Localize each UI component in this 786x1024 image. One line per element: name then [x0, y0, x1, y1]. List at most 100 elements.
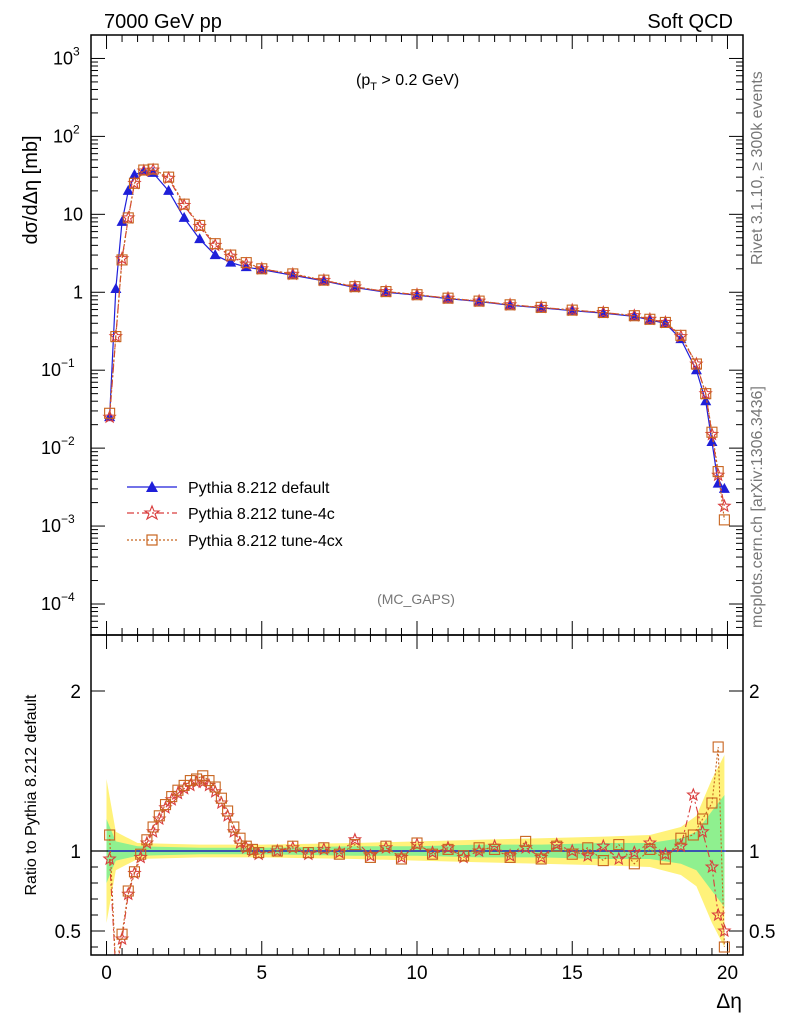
main-y-tick-label: 103	[53, 44, 80, 68]
ratio-point-star	[316, 841, 332, 856]
ratio-y-tick-label-right: 2	[749, 682, 760, 703]
ratio-point-star	[502, 848, 518, 862]
data-point-square	[209, 238, 221, 250]
pt-cut-label: (pT > 0.2 GeV)	[356, 72, 459, 93]
ratio-point-star	[686, 787, 701, 802]
ratio-point-star	[704, 859, 720, 874]
data-point-square	[690, 358, 702, 370]
ratio-point-square	[203, 775, 215, 787]
ratio-point-square	[271, 845, 283, 857]
energy-label: 7000 GeV pp	[104, 11, 222, 33]
data-point-star	[698, 386, 713, 400]
main-y-tick-label: 10−3	[41, 512, 75, 536]
data-point-square	[122, 212, 134, 224]
ratio-point-star	[226, 824, 241, 838]
ratio-point-square	[240, 840, 252, 852]
ratio-point-square	[246, 843, 258, 855]
data-point-square	[700, 388, 712, 400]
main-y-tick-label: 102	[53, 122, 80, 146]
data-point-square	[718, 514, 730, 526]
ratio-series-group	[102, 741, 732, 974]
ratio-point-star	[471, 843, 487, 858]
x-axis-label: Δη	[716, 990, 742, 1013]
data-point-square	[240, 257, 252, 269]
ratio-point-square	[426, 848, 439, 860]
ratio-point-square	[184, 775, 196, 787]
ratio-point-square	[104, 829, 116, 841]
ratio-point-square	[349, 839, 361, 851]
mcplots-note: mcplots.cern.ch [arXiv:1306.3436]	[749, 386, 766, 628]
data-point-triangle	[122, 184, 134, 195]
ratio-point-square	[411, 837, 423, 849]
data-point-triangle	[178, 211, 190, 222]
ratio-point-star	[195, 774, 210, 789]
data-point-square	[104, 407, 116, 419]
ratio-point-star	[717, 923, 732, 938]
ratio-y-tick-label-right: 0.5	[749, 922, 775, 943]
ratio-point-star	[711, 907, 726, 922]
ratio-point-star	[347, 832, 363, 846]
ratio-point-star	[627, 845, 642, 859]
ratio-point-star	[201, 777, 217, 792]
ratio-plot: 0.5 0.51 12 20 5 10 15 20	[55, 635, 775, 984]
ratio-frame	[90, 634, 744, 956]
ratio-point-star	[152, 811, 167, 826]
data-point-square	[256, 263, 268, 275]
legend: Pythia 8.212 default Pythia 8.212 tune-4…	[127, 480, 343, 550]
data-point-triangle	[110, 283, 122, 294]
data-point-star	[673, 329, 689, 343]
data-point-square	[644, 313, 656, 325]
data-point-square	[535, 301, 547, 313]
ratio-point-square	[135, 848, 147, 860]
x-tick-label: 20	[717, 963, 738, 984]
ratio-y-tick-label: 2	[70, 682, 81, 703]
data-point-square	[597, 306, 609, 319]
x-tick-label: 15	[562, 963, 583, 984]
ratio-point-square	[122, 885, 134, 897]
data-point-square	[380, 286, 392, 298]
ratio-point-square	[147, 821, 159, 833]
ratio-point-square	[209, 781, 221, 793]
ratio-point-square	[128, 866, 141, 878]
ratio-point-star	[251, 846, 266, 861]
ratio-point-star	[549, 837, 564, 851]
data-point-star	[711, 467, 726, 482]
legend-marker-star	[143, 504, 161, 521]
data-point-square	[147, 163, 159, 175]
data-point-square	[566, 304, 578, 316]
process-label: Soft QCD	[647, 11, 733, 33]
ratio-point-star	[245, 843, 260, 858]
ratio-point-square	[613, 839, 625, 851]
ratio-point-square	[111, 964, 121, 974]
ratio-point-star	[596, 838, 611, 853]
x-tick-label: 0	[101, 963, 112, 984]
data-point-triangle	[163, 184, 175, 195]
ratio-point-star	[394, 849, 409, 864]
ratio-point-square	[380, 840, 392, 852]
ratio-point-star	[133, 849, 148, 864]
data-point-square	[473, 295, 485, 307]
ratio-point-star	[332, 845, 347, 859]
data-point-star	[596, 304, 611, 319]
data-point-star	[627, 308, 642, 322]
data-point-star	[208, 237, 223, 252]
legend-label-tune4cx: Pythia 8.212 tune-4cx	[188, 533, 343, 550]
ratio-point-square	[116, 928, 128, 940]
data-point-square	[318, 274, 330, 286]
ratio-point-star	[158, 800, 173, 814]
ratio-point-square	[520, 835, 532, 847]
data-point-star	[471, 293, 487, 308]
legend-entry-default: Pythia 8.212 default	[127, 480, 330, 497]
ratio-point-square	[489, 843, 501, 855]
ratio-point-square	[504, 851, 516, 863]
data-point-square	[116, 254, 128, 266]
ratio-point-square	[473, 842, 485, 854]
data-point-star	[378, 284, 394, 298]
legend-label-tune4c: Pythia 8.212 tune-4c	[188, 506, 335, 523]
ratio-y-axis-label: Ratio to Pythia 8.212 default	[23, 694, 40, 896]
ratio-point-star	[440, 840, 456, 854]
data-point-star	[565, 302, 580, 317]
ratio-point-square	[582, 842, 594, 854]
data-point-star	[285, 266, 300, 281]
ratio-point-star	[285, 840, 300, 854]
